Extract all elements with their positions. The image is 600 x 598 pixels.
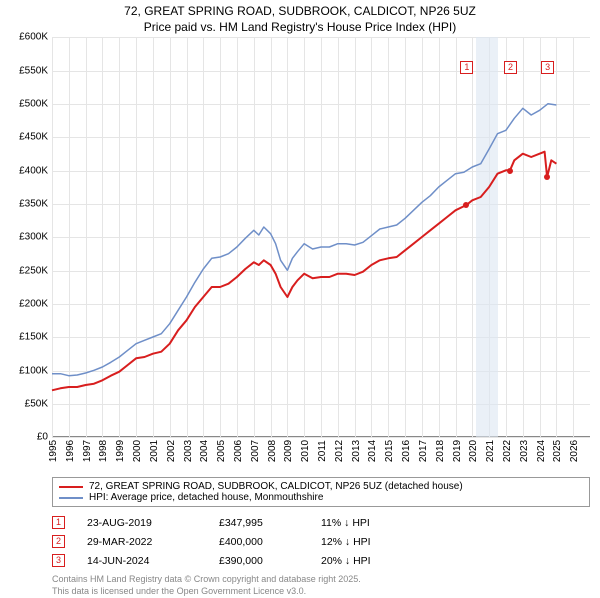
x-tick-label: 2024 xyxy=(536,440,547,462)
y-tick-label: £500K xyxy=(19,98,48,109)
sale-row: 3 14-JUN-2024 £390,000 20% ↓ HPI xyxy=(52,551,590,570)
sale-index-box: 1 xyxy=(52,516,65,529)
x-tick-label: 2014 xyxy=(367,440,378,462)
legend-row: 72, GREAT SPRING ROAD, SUDBROOK, CALDICO… xyxy=(59,481,583,492)
footnote-line-2: This data is licensed under the Open Gov… xyxy=(52,586,590,598)
x-tick-label: 2021 xyxy=(485,440,496,462)
sale-marker-box: 3 xyxy=(541,61,554,74)
sale-price: £400,000 xyxy=(219,536,299,548)
sale-diff-vs-hpi: 11% ↓ HPI xyxy=(321,517,590,529)
y-tick-label: £0 xyxy=(37,432,48,443)
y-tick-label: £200K xyxy=(19,298,48,309)
x-tick-label: 2007 xyxy=(250,440,261,462)
x-tick-label: 2002 xyxy=(166,440,177,462)
x-tick-label: 2026 xyxy=(569,440,580,462)
y-tick-label: £150K xyxy=(19,332,48,343)
x-axis: 1995199619971998199920002001200220032004… xyxy=(52,437,590,471)
x-tick-label: 2005 xyxy=(216,440,227,462)
sale-marker-dot xyxy=(507,168,513,174)
y-axis: £0£50K£100K£150K£200K£250K£300K£350K£400… xyxy=(2,37,50,437)
sale-marker-dot xyxy=(544,174,550,180)
line-layer xyxy=(52,37,590,437)
legend-label: 72, GREAT SPRING ROAD, SUDBROOK, CALDICO… xyxy=(89,481,463,492)
legend-swatch xyxy=(59,486,83,488)
x-tick-label: 2006 xyxy=(233,440,244,462)
sale-price: £347,995 xyxy=(219,517,299,529)
x-tick-label: 2016 xyxy=(401,440,412,462)
x-tick-label: 2011 xyxy=(317,440,328,462)
sale-index-box: 3 xyxy=(52,554,65,567)
legend-label: HPI: Average price, detached house, Monm… xyxy=(89,492,323,503)
sale-row: 2 29-MAR-2022 £400,000 12% ↓ HPI xyxy=(52,532,590,551)
x-tick-label: 1998 xyxy=(98,440,109,462)
chart-area: 123 £0£50K£100K£150K£200K£250K£300K£350K… xyxy=(52,37,590,437)
legend-row: HPI: Average price, detached house, Monm… xyxy=(59,492,583,503)
sale-marker-box: 2 xyxy=(504,61,517,74)
sale-date: 29-MAR-2022 xyxy=(87,536,197,548)
footnote-line-1: Contains HM Land Registry data © Crown c… xyxy=(52,574,590,586)
x-tick-label: 1996 xyxy=(65,440,76,462)
y-tick-label: £450K xyxy=(19,132,48,143)
x-tick-label: 1997 xyxy=(82,440,93,462)
legend-swatch xyxy=(59,497,83,499)
sale-date: 14-JUN-2024 xyxy=(87,555,197,567)
x-tick-label: 2003 xyxy=(183,440,194,462)
x-tick-label: 2020 xyxy=(468,440,479,462)
x-tick-label: 2022 xyxy=(502,440,513,462)
x-tick-label: 2000 xyxy=(132,440,143,462)
x-tick-label: 2018 xyxy=(435,440,446,462)
x-tick-label: 2008 xyxy=(267,440,278,462)
x-tick-label: 2012 xyxy=(334,440,345,462)
sale-index-box: 2 xyxy=(52,535,65,548)
series-price_paid xyxy=(52,152,556,391)
x-tick-label: 2013 xyxy=(351,440,362,462)
title-line-1: 72, GREAT SPRING ROAD, SUDBROOK, CALDICO… xyxy=(0,4,600,20)
y-tick-label: £400K xyxy=(19,165,48,176)
x-tick-label: 2001 xyxy=(149,440,160,462)
x-tick-label: 2010 xyxy=(300,440,311,462)
y-tick-label: £550K xyxy=(19,65,48,76)
title-line-2: Price paid vs. HM Land Registry's House … xyxy=(0,20,600,36)
x-tick-label: 2009 xyxy=(283,440,294,462)
x-tick-label: 2023 xyxy=(519,440,530,462)
y-tick-label: £350K xyxy=(19,198,48,209)
x-tick-label: 1995 xyxy=(48,440,59,462)
series-hpi xyxy=(52,104,556,376)
sales-table: 1 23-AUG-2019 £347,995 11% ↓ HPI 2 29-MAR-202… xyxy=(52,513,590,570)
x-tick-label: 2015 xyxy=(384,440,395,462)
y-tick-label: £250K xyxy=(19,265,48,276)
x-tick-label: 2025 xyxy=(552,440,563,462)
sale-marker-dot xyxy=(463,202,469,208)
chart-title: 72, GREAT SPRING ROAD, SUDBROOK, CALDICO… xyxy=(0,0,600,37)
y-tick-label: £100K xyxy=(19,365,48,376)
y-tick-label: £50K xyxy=(25,398,48,409)
plot-surface: 1 2 3 xyxy=(52,37,590,437)
legend: 72, GREAT SPRING ROAD, SUDBROOK, CALDICO… xyxy=(52,477,590,507)
sale-diff-vs-hpi: 12% ↓ HPI xyxy=(321,536,590,548)
x-tick-label: 2004 xyxy=(199,440,210,462)
sale-marker-box: 1 xyxy=(460,61,473,74)
sale-row: 1 23-AUG-2019 £347,995 11% ↓ HPI xyxy=(52,513,590,532)
x-tick-label: 2017 xyxy=(418,440,429,462)
sale-diff-vs-hpi: 20% ↓ HPI xyxy=(321,555,590,567)
y-tick-label: £300K xyxy=(19,232,48,243)
sale-date: 23-AUG-2019 xyxy=(87,517,197,529)
x-tick-label: 1999 xyxy=(115,440,126,462)
y-tick-label: £600K xyxy=(19,32,48,43)
x-tick-label: 2019 xyxy=(452,440,463,462)
footnote: Contains HM Land Registry data © Crown c… xyxy=(52,574,590,597)
sale-price: £390,000 xyxy=(219,555,299,567)
